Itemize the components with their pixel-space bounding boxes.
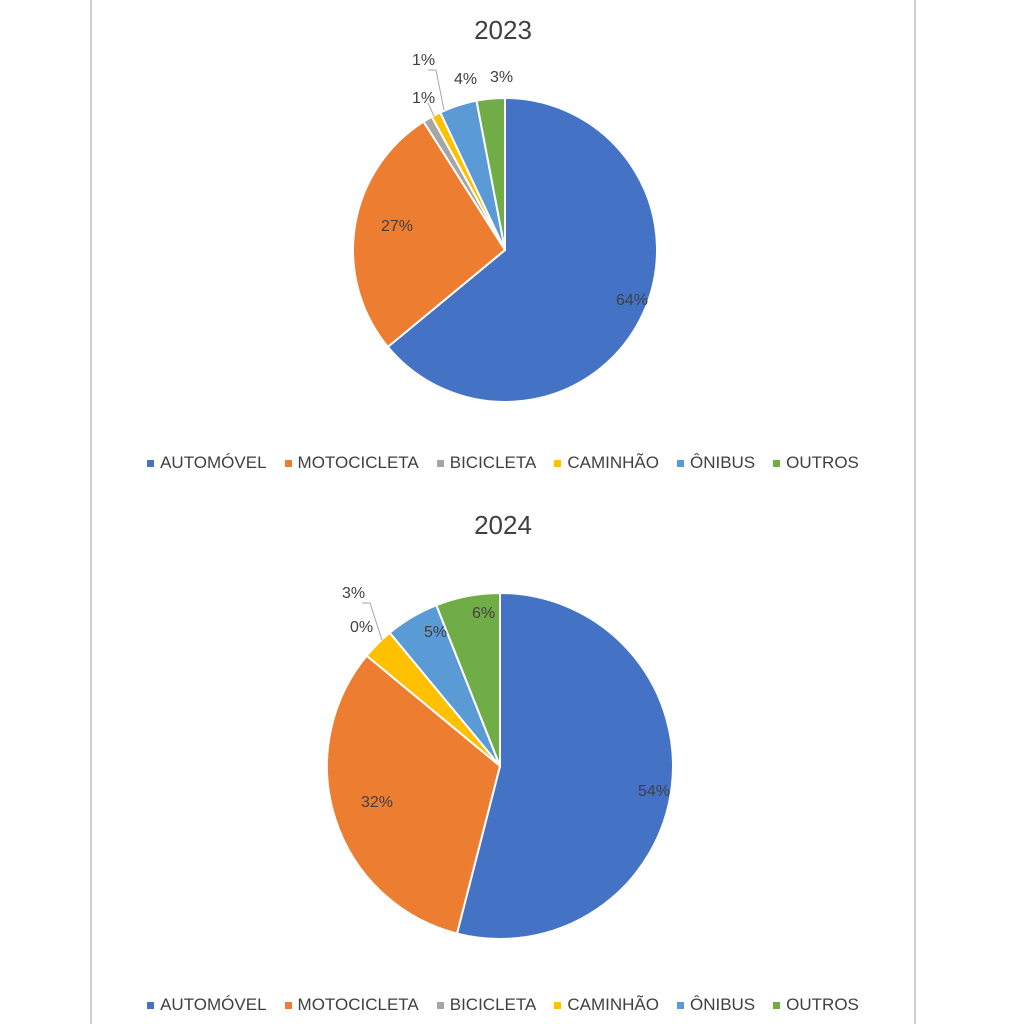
legend-label: ÔNIBUS <box>689 453 756 472</box>
pie-slice-automovel <box>386 96 658 403</box>
legend-item-motocicleta: MOTOCICLETA <box>284 453 419 473</box>
pie-slice-automovel <box>455 591 674 940</box>
legend-swatch <box>554 459 562 467</box>
pie-slice-outros <box>475 96 506 251</box>
legend-label: MOTOCICLETA <box>297 453 419 472</box>
pie-slice-motocicleta <box>352 120 507 349</box>
data-label-caminhao: 3% <box>342 585 365 602</box>
data-label-caminhao: 1% <box>412 52 435 69</box>
legend-item-bicicleta: BICICLETA <box>436 453 537 473</box>
legend-item-caminhao: CAMINHÃO <box>554 453 659 473</box>
legend-swatch <box>773 1001 781 1009</box>
legend-item-automovel: AUTOMÓVEL <box>147 995 267 1015</box>
legend-label: CAMINHÃO <box>567 453 659 472</box>
legend-swatch <box>147 459 155 467</box>
leader-line-bicicleta <box>427 102 435 117</box>
chart-title: 2023 <box>474 15 532 45</box>
data-label-motocicleta: 32% <box>361 794 393 811</box>
pie-plot-area: 64% 27% 1% 1% 4% 3% <box>352 52 658 403</box>
pie-chart-2024: 2024 54% 32% 0% 3% 5% 6% AUTOMÓVEL MOTOCICLETA… <box>92 500 914 1024</box>
legend-label: BICICLETA <box>449 995 537 1014</box>
pie-slice-motocicleta <box>326 654 502 935</box>
legend-swatch <box>773 459 781 467</box>
legend-swatch <box>436 1001 444 1009</box>
legend-item-outros: OUTROS <box>773 453 859 473</box>
legend-swatch <box>147 1001 155 1009</box>
legend-swatch <box>436 459 444 467</box>
legend-label: AUTOMÓVEL <box>160 453 267 472</box>
pie-chart-2023: 2023 64% 27% 1% 1% 4% 3% AUTOMÓVEL MOTOCICLETA… <box>92 0 914 500</box>
legend-item-automovel: AUTOMÓVEL <box>147 453 267 473</box>
data-label-outros: 3% <box>490 69 513 86</box>
legend-item-outros: OUTROS <box>773 995 859 1015</box>
chart-legend: AUTOMÓVEL MOTOCICLETA BICICLETA CAMINHÃO ÔNI… <box>92 995 914 1015</box>
legend-item-onibus: ÔNIBUS <box>676 453 756 473</box>
chart-legend: AUTOMÓVEL MOTOCICLETA BICICLETA CAMINHÃO ÔNI… <box>92 453 914 473</box>
leader-line-caminhao <box>362 602 383 641</box>
legend-label: AUTOMÓVEL <box>160 995 267 1014</box>
legend-swatch <box>676 1001 684 1009</box>
legend-label: CAMINHÃO <box>567 995 659 1014</box>
data-label-bicicleta: 1% <box>412 90 435 107</box>
data-label-automovel: 64% <box>616 292 648 309</box>
legend-label: ÔNIBUS <box>689 995 756 1014</box>
legend-swatch <box>284 1001 292 1009</box>
pie-slice-outros <box>435 591 501 767</box>
chart-title: 2024 <box>474 510 532 540</box>
legend-swatch <box>676 459 684 467</box>
data-label-onibus: 5% <box>424 624 447 641</box>
legend-label: OUTROS <box>786 453 859 472</box>
legend-label: OUTROS <box>786 995 859 1014</box>
legend-label: BICICLETA <box>449 453 537 472</box>
legend-swatch <box>554 1001 562 1009</box>
leader-line-caminhao <box>428 69 445 111</box>
legend-swatch <box>284 459 292 467</box>
data-label-outros: 6% <box>472 605 495 622</box>
data-label-onibus: 4% <box>454 71 477 88</box>
legend-item-bicicleta: BICICLETA <box>436 995 537 1015</box>
legend-item-caminhao: CAMINHÃO <box>554 995 659 1015</box>
legend-label: MOTOCICLETA <box>297 995 419 1014</box>
data-label-motocicleta: 27% <box>381 218 413 235</box>
pie-plot-area: 54% 32% 0% 3% 5% 6% <box>326 585 674 940</box>
data-label-bicicleta: 0% <box>350 619 373 636</box>
legend-item-motocicleta: MOTOCICLETA <box>284 995 419 1015</box>
data-label-automovel: 54% <box>638 783 670 800</box>
legend-item-onibus: ÔNIBUS <box>676 995 756 1015</box>
